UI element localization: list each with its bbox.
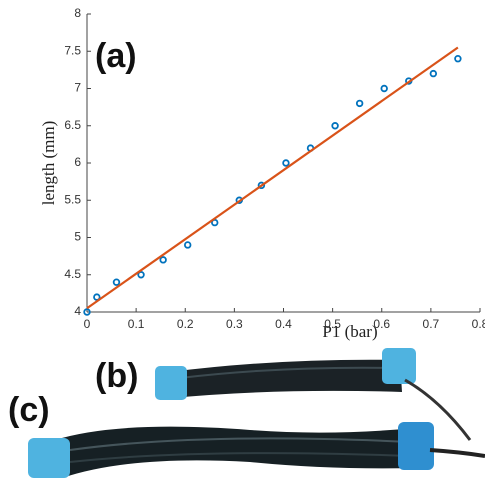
- y-tick-label: 7: [74, 81, 81, 95]
- x-tick-label: 0.1: [128, 317, 145, 331]
- y-axis-label: length (mm): [39, 121, 58, 206]
- x-tick-label: 0.7: [423, 317, 440, 331]
- data-point: [112, 278, 121, 286]
- x-tick-label: 0.2: [177, 317, 194, 331]
- data-point: [184, 241, 192, 249]
- data-point: [454, 55, 462, 63]
- x-tick-label: 0.3: [226, 317, 243, 331]
- y-tick-label: 5: [74, 230, 81, 244]
- y-tick-label: 4: [74, 304, 81, 318]
- data-point: [380, 84, 388, 93]
- x-tick-label: 0.4: [275, 317, 292, 331]
- photo-b: [155, 348, 472, 441]
- fit-line: [86, 46, 459, 310]
- data-point: [93, 293, 101, 301]
- data-point: [355, 99, 364, 108]
- data-point: [83, 308, 91, 316]
- panel-label: (b): [95, 357, 138, 395]
- data-point: [137, 271, 145, 279]
- x-tick-label: 0.8: [472, 317, 485, 331]
- y-tick-label: 7.5: [64, 43, 81, 57]
- y-tick-label: 6.5: [64, 118, 81, 132]
- x-tick-label: 0: [84, 317, 91, 331]
- x-tick-label: 0.6: [373, 317, 390, 331]
- y-tick-label: 6: [74, 155, 81, 169]
- data-point: [159, 256, 167, 264]
- data-point: [331, 122, 339, 130]
- data-point: [282, 159, 290, 167]
- y-tick-label: 5.5: [64, 192, 81, 206]
- panel-label: (c): [8, 391, 50, 429]
- x-axis-label: P1 (bar): [322, 322, 377, 341]
- data-point: [429, 69, 438, 78]
- photo-c: [28, 422, 485, 478]
- y-tick-label: 4.5: [64, 267, 81, 281]
- panel-label: (a): [95, 37, 137, 75]
- data-point: [257, 181, 266, 190]
- y-tick-label: 8: [74, 6, 81, 20]
- x-tick-label: 0.5: [324, 317, 341, 331]
